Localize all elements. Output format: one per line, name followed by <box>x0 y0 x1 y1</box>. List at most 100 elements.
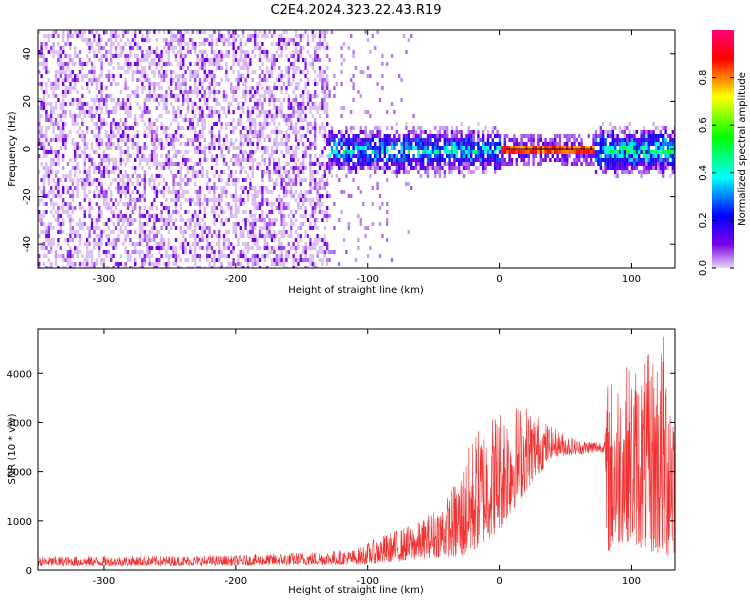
spectrogram-cell <box>50 198 53 202</box>
spectrogram-cell <box>537 138 540 142</box>
spectrogram-cell <box>66 206 70 210</box>
spectrogram-cell <box>206 106 209 110</box>
spectrogram-cell <box>515 146 518 150</box>
spectrogram-cell <box>62 174 65 178</box>
spectrogram-cell <box>71 266 74 268</box>
spectrogram-cell <box>131 38 134 42</box>
spectrogram-cell <box>100 158 103 162</box>
spectrogram-cell <box>554 134 557 138</box>
spectrogram-cell <box>38 154 41 158</box>
spectrogram-cell <box>203 66 206 70</box>
spectrogram-cell <box>302 134 305 138</box>
spectrogram-cell <box>371 146 374 150</box>
spectrogram-cell <box>76 254 79 258</box>
spectrogram-cell <box>390 126 394 130</box>
spectrogram-cell <box>222 242 226 246</box>
spectrogram-cell <box>395 154 398 158</box>
spectrogram-cell <box>479 146 482 150</box>
spectrogram-cell <box>179 86 182 90</box>
spectrogram-cell <box>443 134 446 138</box>
spectrogram-cell <box>405 158 408 162</box>
spectrogram-cell <box>407 150 410 154</box>
spectrogram-cell <box>467 130 470 134</box>
spectrogram-cell <box>210 62 214 66</box>
spectrogram-cell <box>179 58 182 62</box>
spectrogram-cell <box>311 246 314 250</box>
spectrogram-cell <box>100 234 103 238</box>
spectrogram-cell <box>74 174 77 178</box>
spectrogram-cell <box>86 238 89 242</box>
spectrogram-cell <box>422 166 425 170</box>
spectrogram-cell <box>294 86 298 90</box>
spectrogram-cell <box>102 190 106 194</box>
spectrogram-cell <box>40 146 43 150</box>
spectrogram-cell <box>393 158 396 162</box>
spectrogram-cell <box>383 154 386 158</box>
spectrogram-cell <box>290 178 293 182</box>
spectrogram-cell <box>311 170 314 174</box>
spectrogram-cell <box>213 174 216 178</box>
spectrogram-cell <box>191 106 194 110</box>
spectrogram-cell <box>261 174 264 178</box>
spectrogram-cell <box>160 174 163 178</box>
spectrogram-cell <box>263 186 266 190</box>
spectrogram-cell <box>47 166 50 170</box>
spectrogram-cell <box>294 98 298 102</box>
spectrogram-cell <box>50 250 53 254</box>
spectrogram-cell <box>369 146 372 150</box>
spectrogram-cell <box>117 174 120 178</box>
spectrogram-cell <box>237 122 240 126</box>
spectrogram-cell <box>354 166 358 170</box>
spectrogram-cell <box>112 98 115 102</box>
spectrogram-cell <box>141 70 144 74</box>
spectrogram-cell <box>347 134 350 138</box>
spectrogram-cell <box>160 238 163 242</box>
spectrogram-cell <box>45 210 48 214</box>
spectrogram-cell <box>261 210 264 214</box>
spectrogram-cell <box>191 102 194 106</box>
spectrogram-cell <box>280 50 283 54</box>
spectrogram-cell <box>134 218 137 222</box>
spectrogram-cell <box>42 214 46 218</box>
spectrogram-cell <box>196 266 199 268</box>
spectrogram-cell <box>93 166 96 170</box>
spectrogram-cell <box>112 254 115 258</box>
spectrogram-cell <box>338 150 341 154</box>
spectrogram-cell <box>57 254 60 258</box>
spectrogram-cell <box>455 134 458 138</box>
spectrogram-cell <box>167 126 170 130</box>
spectrogram-cell <box>93 246 96 250</box>
spectrogram-cell <box>174 74 178 78</box>
spectrogram-cell <box>258 122 262 126</box>
spectrogram-cell <box>146 238 149 242</box>
spectrogram-cell <box>318 202 322 206</box>
spectrogram-cell <box>645 142 648 146</box>
spectrogram-cell <box>105 98 108 102</box>
spectrogram-cell <box>258 134 262 138</box>
spectrogram-cell <box>357 90 360 94</box>
spectrogram-cell <box>143 66 146 70</box>
spectrogram-cell <box>71 190 74 194</box>
spectrogram-cell <box>201 202 204 206</box>
spectrogram-cell <box>191 242 194 246</box>
spectrogram-cell <box>239 234 242 238</box>
spectrogram-cell <box>143 178 146 182</box>
spectrogram-cell <box>198 90 202 94</box>
spectrogram-cell <box>177 122 180 126</box>
spectrogram-cell <box>40 98 43 102</box>
spectrogram-cell <box>484 142 487 146</box>
spectrogram-cell <box>119 178 122 182</box>
spectrogram-cell <box>551 150 554 154</box>
spectrogram-cell <box>174 226 178 230</box>
spectrogram-cell <box>585 150 588 154</box>
spectrogram-cell <box>177 94 180 98</box>
spectrogram-cell <box>378 158 382 162</box>
spectrogram-cell <box>153 62 156 66</box>
y-tick-label: -40 <box>22 236 33 252</box>
spectrogram-cell <box>460 142 463 146</box>
spectrogram-cell <box>52 86 55 90</box>
spectrogram-cell <box>450 138 454 142</box>
spectrogram-cell <box>225 78 228 82</box>
spectrogram-cell <box>112 66 115 70</box>
spectrogram-cell <box>136 198 139 202</box>
